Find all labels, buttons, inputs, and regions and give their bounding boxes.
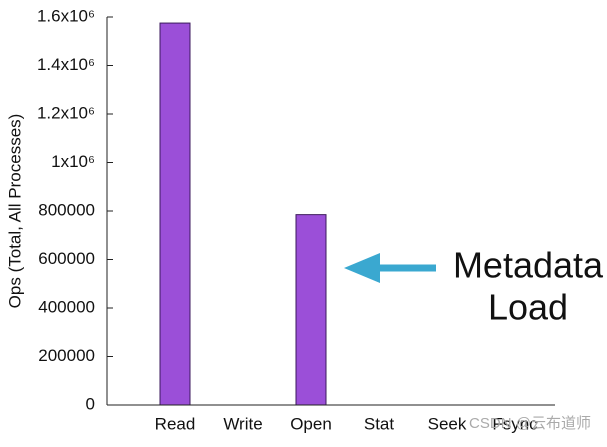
x-tick-label: Open bbox=[290, 414, 332, 433]
y-tick-label: 1x10⁶ bbox=[51, 152, 95, 171]
annotation-arrowhead bbox=[344, 253, 380, 283]
y-tick-label: 0 bbox=[86, 394, 95, 413]
annotation: Load bbox=[488, 287, 568, 328]
y-tick-label: 1.2x10⁶ bbox=[37, 103, 95, 122]
watermark: CSDN @云布道师 bbox=[469, 415, 591, 432]
y-tick-label: 800000 bbox=[38, 200, 95, 219]
y-tick-label: 400000 bbox=[38, 297, 95, 316]
bar bbox=[159, 22, 191, 406]
x-tick-label: Seek bbox=[428, 414, 467, 433]
y-tick-label: 1.4x10⁶ bbox=[37, 55, 95, 74]
y-axis-label: Ops (Total, All Processes) bbox=[5, 114, 24, 309]
x-tick-label: Stat bbox=[364, 414, 395, 433]
x-tick-label: Fsync bbox=[492, 414, 538, 433]
bar bbox=[295, 214, 327, 406]
x-tick-label: Read bbox=[155, 414, 196, 433]
annotation: Metadata bbox=[453, 245, 604, 286]
y-tick-label: 600000 bbox=[38, 249, 95, 268]
y-tick-label: 1.6x10⁶ bbox=[37, 6, 95, 25]
x-tick-label: Write bbox=[223, 414, 262, 433]
y-tick-label: 200000 bbox=[38, 346, 95, 365]
